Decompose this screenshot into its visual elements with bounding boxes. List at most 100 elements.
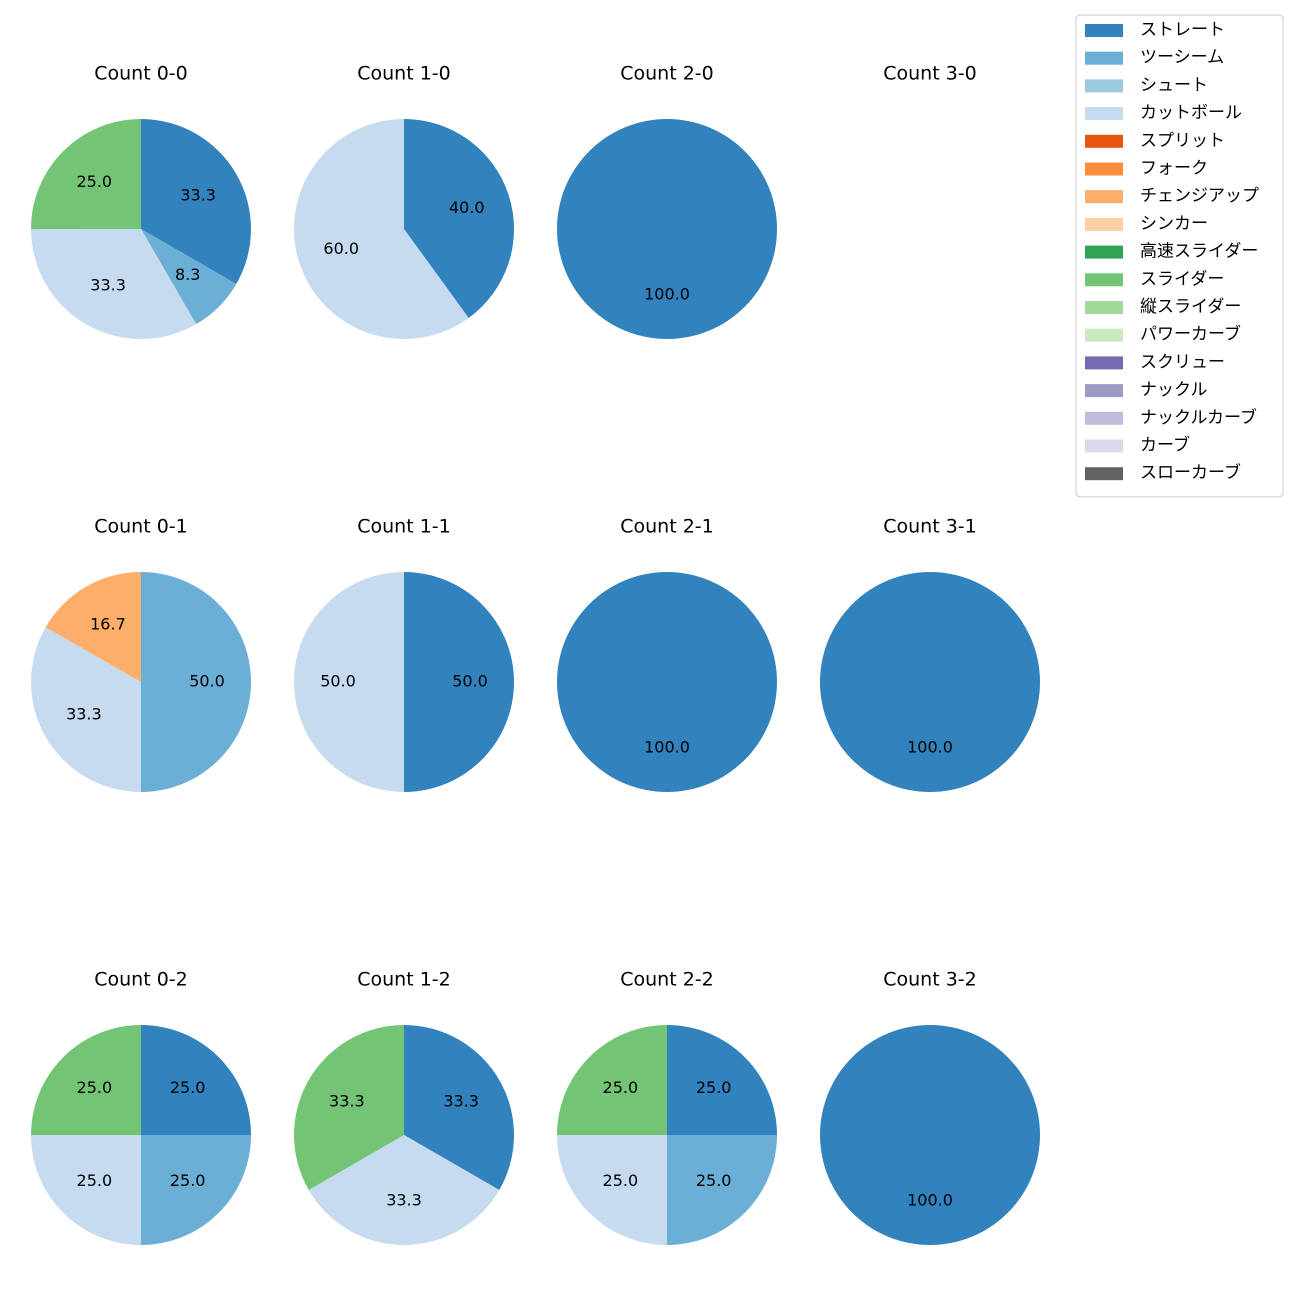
pie-slice (141, 1025, 251, 1135)
pie-slice (557, 572, 777, 792)
pie-panel: Count 2-1 100.0 (557, 516, 777, 792)
slice-label: 25.0 (77, 1171, 113, 1190)
legend-swatch (1085, 301, 1123, 314)
pie-panel: Count 0-2 25.0 25.0 25.0 25.0 (31, 969, 251, 1245)
pie-panel: Count 2-2 25.0 25.0 25.0 25.0 (557, 969, 777, 1245)
legend-swatch (1085, 79, 1123, 93)
pie-slice (557, 1025, 667, 1135)
legend-swatch (1085, 134, 1123, 148)
pie-title: Count 3-1 (883, 516, 977, 538)
legend-label: ナックルカーブ (1140, 407, 1257, 428)
legend-swatch (1085, 439, 1123, 453)
pie-title: Count 2-2 (620, 969, 714, 991)
legend-label: スクリュー (1140, 352, 1225, 372)
pie-slice (294, 1025, 404, 1190)
slice-label: 50.0 (189, 672, 225, 691)
legend-item: フォーク (1085, 159, 1208, 179)
pie-title: Count 2-1 (620, 516, 714, 538)
legend-swatch (1085, 190, 1123, 204)
pie-slice (30, 119, 141, 230)
legend-swatch (1085, 217, 1123, 231)
pie-title: Count 3-0 (883, 63, 977, 85)
pie-panel: Count 3-0 (883, 63, 977, 85)
legend-swatch (1085, 356, 1123, 370)
legend-item: スライダー (1085, 269, 1224, 289)
slice-label: 100.0 (644, 285, 690, 304)
pie-panel: Count 3-2 100.0 (820, 969, 1040, 1245)
pie-slice (404, 1025, 514, 1190)
slice-label: 33.3 (180, 186, 216, 205)
slice-label: 33.3 (329, 1092, 365, 1111)
legend-label: 縦スライダー (1140, 297, 1241, 317)
legend-swatch (1085, 51, 1123, 65)
legend-label: スプリット (1140, 131, 1225, 151)
legend-label: フォーク (1140, 159, 1208, 179)
pie-title: Count 0-1 (94, 516, 188, 538)
pie-slice (294, 119, 469, 339)
slice-label: 25.0 (77, 1078, 113, 1097)
pie-slice (45, 572, 142, 682)
pie-slice (30, 627, 142, 792)
pie-slice (557, 119, 777, 339)
legend-label: スローカーブ (1140, 462, 1241, 483)
pie-slice (820, 1025, 1040, 1245)
slice-label: 25.0 (696, 1171, 732, 1190)
slice-label: 33.3 (443, 1092, 479, 1111)
legend-label: チェンジアップ (1140, 186, 1259, 206)
slice-label: 33.3 (90, 276, 126, 295)
slice-label: 25.0 (170, 1171, 206, 1190)
legend-item: チェンジアップ (1085, 186, 1259, 206)
legend-item: ツーシーム (1085, 48, 1224, 68)
legend-item: 縦スライダー (1085, 297, 1241, 317)
legend-swatch (1085, 384, 1123, 398)
pie-slice (31, 1135, 141, 1245)
legend: ストレートツーシームシュートカットボールスプリットフォークチェンジアップシンカー… (1075, 14, 1284, 498)
legend-label: シンカー (1140, 214, 1208, 234)
pie-slice (31, 229, 197, 340)
pie-slice (31, 1025, 141, 1135)
legend-item: シンカー (1085, 214, 1208, 234)
legend-label: シュート (1140, 75, 1208, 95)
pie-title: Count 1-2 (357, 969, 451, 991)
pie-panel: Count 0-0 33.3 8.3 33.3 25.0 (30, 63, 251, 340)
slice-label: 25.0 (603, 1171, 639, 1190)
pie-slice (141, 572, 251, 792)
pie-panel: Count 2-0 100.0 (557, 63, 777, 339)
legend-item: カットボール (1085, 103, 1242, 123)
pie-panels: Count 0-0 33.3 8.3 33.3 25.0 Count 1-0 40.0 60.… (30, 63, 1040, 1245)
legend-label: スライダー (1140, 269, 1224, 289)
legend-item: ナックル (1085, 380, 1208, 400)
pie-title: Count 0-0 (94, 63, 188, 85)
pie-slice (308, 1135, 500, 1245)
legend-item: スクリュー (1085, 352, 1225, 372)
legend-item: 高速スライダー (1085, 242, 1258, 262)
slice-label: 50.0 (320, 672, 356, 691)
legend-swatch (1085, 328, 1123, 342)
legend-label: ツーシーム (1140, 48, 1224, 68)
legend-swatch (1085, 107, 1123, 121)
slice-label: 100.0 (644, 738, 690, 757)
pie-title: Count 1-1 (357, 516, 451, 538)
slice-label: 25.0 (76, 172, 112, 191)
pie-title: Count 1-0 (357, 63, 451, 85)
slice-label: 40.0 (449, 198, 485, 217)
legend-label: ストレート (1140, 20, 1225, 40)
slice-label: 25.0 (170, 1078, 206, 1097)
slice-label: 25.0 (696, 1078, 732, 1097)
legend-swatch (1085, 24, 1123, 37)
pie-panel: Count 0-1 50.0 33.3 16.7 (30, 516, 251, 792)
pie-slice (141, 1135, 251, 1245)
legend-swatch (1085, 273, 1123, 287)
legend-item: ストレート (1085, 20, 1225, 40)
legend-item: スプリット (1085, 131, 1225, 151)
slice-label: 100.0 (907, 738, 953, 757)
legend-frame (1075, 14, 1284, 498)
pie-panel: Count 1-0 40.0 60.0 (294, 63, 515, 339)
legend-label: カットボール (1140, 103, 1242, 123)
legend-swatch (1085, 245, 1123, 259)
legend-item: スローカーブ (1085, 462, 1241, 483)
slice-label: 33.3 (386, 1191, 422, 1210)
legend-item: カーブ (1085, 435, 1190, 456)
legend-swatch (1085, 162, 1123, 176)
